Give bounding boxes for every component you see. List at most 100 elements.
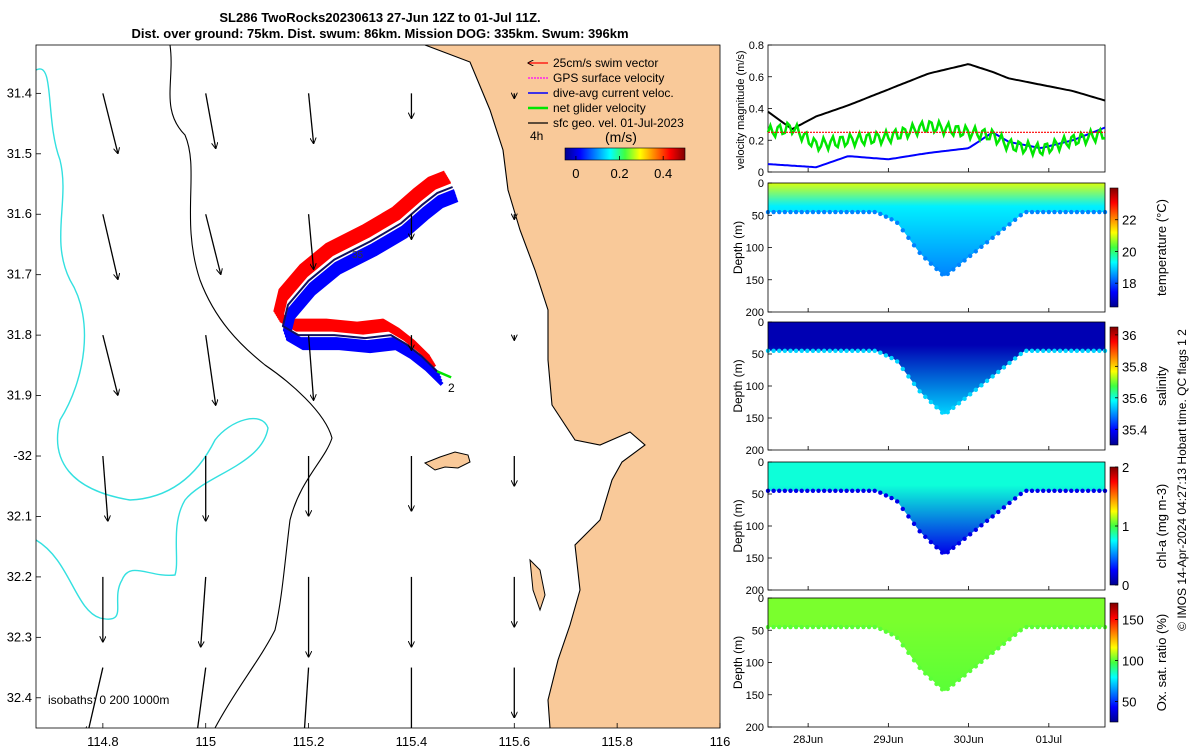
- section-profile-point: [900, 643, 905, 648]
- geo-vector: [102, 93, 118, 153]
- section-profile-point: [973, 387, 979, 393]
- map-ytick-label: 31.9: [7, 388, 32, 403]
- figure-title: SL286 TwoRocks20230613 27-Jun 12Z to 01-…: [0, 10, 760, 42]
- section-profile-point: [951, 405, 956, 410]
- section-profile-point: [1091, 348, 1096, 353]
- geo-vector: [88, 667, 104, 728]
- section-profile-point: [900, 506, 905, 512]
- section-colorbar-label: 2: [1122, 460, 1129, 475]
- section-profile-point: [1018, 351, 1023, 357]
- section-profile-point: [1063, 348, 1068, 353]
- section-field: [768, 183, 1105, 277]
- section-profile-point: [1035, 348, 1040, 353]
- section-colorbar: [1109, 326, 1119, 446]
- section-profile-point: [782, 348, 788, 353]
- section-profile-point: [782, 209, 788, 215]
- section-ytick-label: 100: [746, 658, 764, 670]
- section-profile-point: [934, 681, 939, 687]
- section-profile-point: [1085, 209, 1091, 215]
- section-profile-point: [934, 545, 939, 550]
- section-profile-point: [872, 624, 877, 630]
- section-profile-point: [990, 514, 995, 519]
- section-profile-point: [838, 624, 844, 630]
- section-profile-point: [973, 249, 979, 254]
- section-profile-point: [861, 348, 866, 353]
- section-profile-point: [1069, 209, 1074, 215]
- section-profile-point: [990, 374, 995, 379]
- island-rottnest: [423, 451, 471, 471]
- isobath-label: isobaths: 0 200 1000m: [48, 693, 169, 707]
- section-profile-point: [984, 378, 990, 384]
- map-legend: 25cm/s swim vector GPS surface velocity …: [528, 56, 686, 181]
- legend-time-label: 4h: [530, 129, 543, 143]
- section-profile-point: [1097, 348, 1102, 353]
- section-ytick-label: 100: [746, 243, 764, 255]
- section-profile-point: [1052, 348, 1057, 353]
- section-profile-point: [788, 348, 793, 353]
- geo-vector: [307, 214, 314, 269]
- section-profile-point: [855, 209, 861, 215]
- map-panel: 114.8 115 115.2 115.4 115.6 115.8 116 31.4 31.5…: [7, 44, 730, 749]
- section-colorbar: [1109, 187, 1119, 308]
- velocity-y-axis: 0 0.2 0.4 0.6 0.8: [749, 40, 772, 179]
- section-profile-point: [928, 676, 934, 681]
- swim-vector-band: [273, 170, 446, 358]
- section-profile-point: [923, 534, 928, 540]
- section-profile-point: [906, 235, 911, 241]
- map-ytick-label: 32.1: [7, 508, 32, 523]
- section-profile-point: [1057, 488, 1063, 493]
- section-profile-point: [1046, 348, 1052, 353]
- section-colorbar-label: 35.4: [1122, 422, 1147, 437]
- section-panel: 0 50 100 150 200 Depth (m) 18 20 22 temperature (…: [731, 178, 1169, 319]
- section-profile-point: [1041, 348, 1046, 353]
- section-profile-point: [934, 266, 939, 272]
- section-colorbar-title: salinity: [1154, 366, 1169, 406]
- section-profile-point: [1091, 624, 1096, 630]
- credit-text: © IMOS 14-Apr-2024 04:27:13 Hobart time.…: [1175, 329, 1189, 631]
- section-profile-point: [1046, 624, 1052, 630]
- section-profile-point: [1024, 488, 1029, 493]
- section-profile-point: [1091, 488, 1096, 493]
- map-ytick-label: 31.5: [7, 146, 32, 161]
- section-profile-point: [939, 272, 945, 277]
- velocity-ytick-label: 0.2: [749, 135, 764, 147]
- section-ytick-label: 150: [746, 553, 764, 565]
- section-profile-point: [833, 209, 838, 215]
- section-field: [768, 462, 1105, 555]
- section-profile-point: [1029, 348, 1035, 353]
- section-profile-point: [821, 348, 827, 353]
- section-colorbar-label: 18: [1122, 276, 1136, 291]
- section-profile-point: [984, 655, 990, 660]
- section-profile-point: [850, 209, 855, 215]
- velocity-line: [767, 63, 1106, 131]
- section-colorbar-label: 1: [1122, 519, 1129, 534]
- section-profile-point: [810, 348, 816, 353]
- section-profile-point: [793, 348, 799, 353]
- legend-swim-vector: 25cm/s swim vector: [528, 56, 658, 70]
- section-profile-point: [956, 262, 962, 268]
- section-profile-point: [1035, 624, 1040, 630]
- section-profile-point: [1007, 637, 1012, 642]
- section-profile-point: [821, 488, 827, 493]
- section-profile-point: [1041, 624, 1046, 630]
- section-profile-point: [827, 209, 832, 215]
- section-profile-point: [810, 624, 816, 630]
- section-ytick-label: 150: [746, 275, 764, 287]
- section-profile-point: [984, 518, 990, 524]
- section-ytick-label: 100: [746, 381, 764, 393]
- isobath-1000m: [36, 68, 269, 620]
- section-profile-point: [861, 488, 866, 493]
- map-ytick-label: 32.2: [7, 569, 32, 584]
- section-profile-point: [1080, 624, 1085, 630]
- section-profile-point: [1041, 209, 1046, 215]
- section-profile-point: [900, 228, 905, 233]
- section-profile-point: [889, 632, 894, 637]
- section-profile-point: [917, 665, 922, 671]
- geo-vector: [307, 335, 314, 400]
- section-profile-point: [996, 646, 1001, 651]
- section-field: [768, 598, 1105, 692]
- section-profile-point: [1029, 209, 1035, 215]
- section-ytick-label: 200: [746, 585, 764, 597]
- section-profile-point: [1069, 348, 1074, 353]
